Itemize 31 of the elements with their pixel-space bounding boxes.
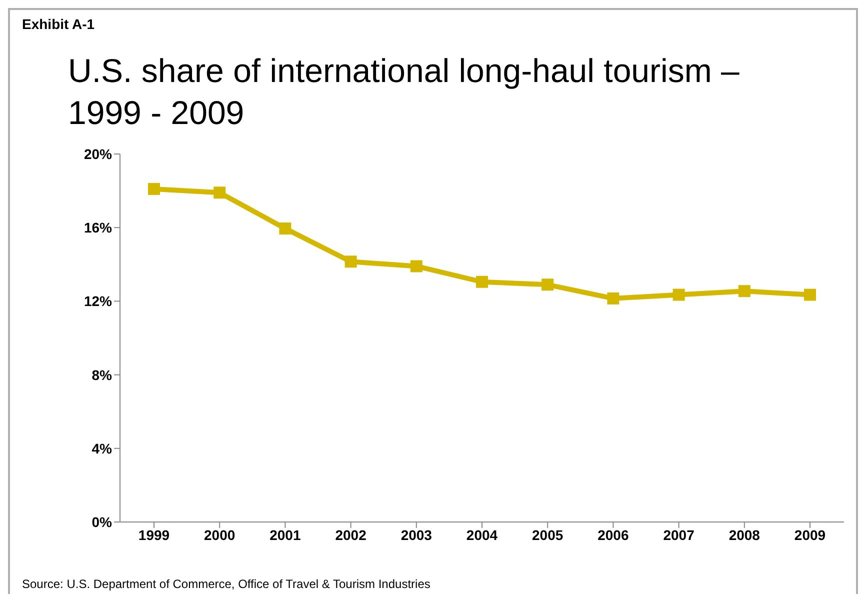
x-tick-label: 2008 [728, 526, 760, 543]
y-tick-label: 12% [84, 293, 113, 310]
text: Exhibit A-1 [22, 16, 95, 32]
y-tick-label: 4% [92, 440, 113, 456]
point [804, 288, 816, 301]
point [410, 260, 422, 272]
x-tick-label: 2003 [400, 526, 432, 543]
y-tick-label: 0% [92, 514, 113, 530]
point [476, 276, 488, 288]
x-tick-label: 2000 [204, 526, 236, 543]
point [344, 256, 357, 268]
source-note: Source: U.S. Department of Commerce, Office of Travel & Tourism Industries [22, 577, 430, 591]
y-tick-label: 8% [92, 366, 113, 383]
x-tick-label: 2004 [466, 526, 498, 543]
y-tick-label: 20% [84, 146, 113, 162]
x-tick-label: 2002 [335, 526, 367, 543]
point [607, 292, 620, 304]
point [279, 222, 292, 235]
y-tick-label: 16% [84, 220, 113, 236]
point [542, 278, 554, 291]
point [214, 186, 226, 199]
x-tick-label: 2006 [598, 526, 629, 543]
x-tick-label: 1999 [138, 526, 170, 543]
chart-title: U.S. share of international long-haul tourism – 1999 - 2009 [68, 51, 740, 133]
point [672, 288, 685, 301]
x-tick-label: 2005 [532, 526, 564, 543]
point [738, 285, 750, 298]
x-tick-label: 2007 [663, 526, 695, 543]
point [148, 182, 160, 195]
x-tick-label: 2001 [270, 526, 301, 543]
x-tick-label: 2009 [794, 526, 826, 543]
